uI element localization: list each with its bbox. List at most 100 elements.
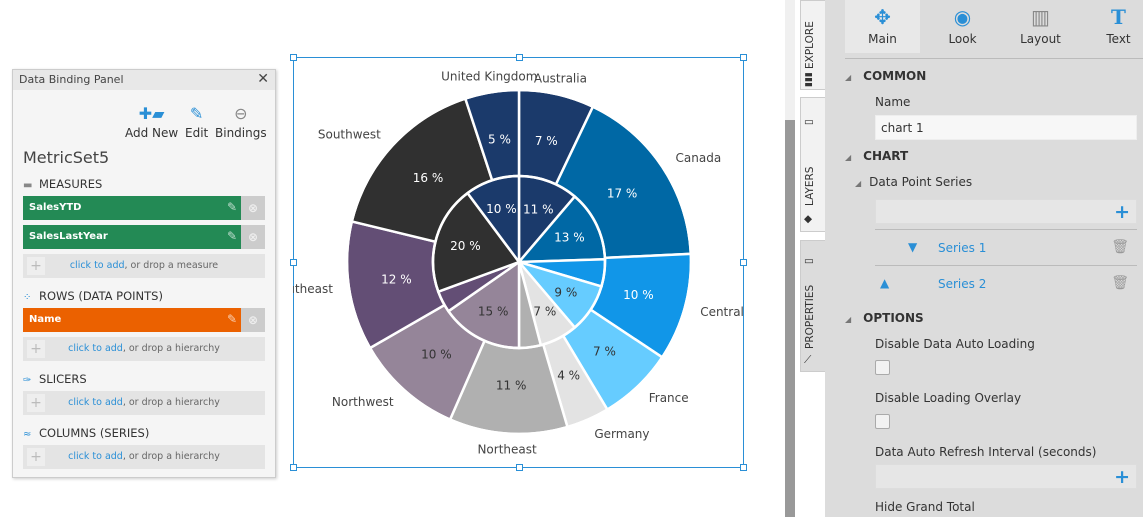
tab-look[interactable]: ◉ Look bbox=[925, 0, 1000, 53]
resize-handle[interactable] bbox=[290, 54, 297, 61]
eye-brush-icon: ◉ bbox=[953, 5, 972, 29]
resize-handle[interactable] bbox=[516, 54, 523, 61]
tab-label: Look bbox=[948, 32, 977, 46]
metricset-name: MetricSet5 bbox=[23, 148, 110, 167]
add-column-dropzone[interactable]: + click to add, or drop a hierarchy bbox=[23, 445, 265, 469]
plus-icon[interactable]: + bbox=[1114, 466, 1130, 488]
disable-loading-overlay-label: Disable Loading Overlay bbox=[875, 391, 1022, 405]
section-options[interactable]: OPTIONS bbox=[845, 311, 924, 325]
add-row-dropzone[interactable]: + click to add, or drop a hierarchy bbox=[23, 337, 265, 361]
move-down-icon[interactable]: ▼ bbox=[908, 240, 918, 254]
tab-label: Text bbox=[1106, 32, 1131, 46]
tab-explore[interactable]: EXPLORE ▮▮▮ bbox=[800, 0, 825, 90]
measure-pill[interactable]: SalesYTD ✎ ⊗ bbox=[23, 196, 265, 220]
pie-chart[interactable]: 7 % Australia 17 % Canada 10 % Central 7 % Fran… bbox=[293, 57, 744, 468]
tab-text[interactable]: T Text bbox=[1081, 0, 1143, 53]
db-icon: ▮▮▮ bbox=[804, 72, 814, 87]
resize-handle[interactable] bbox=[740, 54, 747, 61]
resize-handle[interactable] bbox=[290, 259, 297, 266]
category-label: United Kingdom bbox=[441, 69, 537, 83]
disable-loading-overlay-checkbox[interactable] bbox=[875, 414, 890, 429]
disable-auto-loading-checkbox[interactable] bbox=[875, 360, 890, 375]
category-label: Northwest bbox=[332, 395, 394, 409]
scatter-icon: ⁘ bbox=[23, 292, 32, 303]
ring-outline bbox=[345, 88, 693, 436]
series-2-link[interactable]: Series 2 bbox=[938, 277, 987, 291]
trash-icon[interactable]: 🗑 bbox=[1111, 275, 1129, 291]
panel-icon: ▭ bbox=[804, 255, 814, 267]
close-icon[interactable]: ✕ bbox=[257, 71, 269, 87]
data-label: 15 % bbox=[478, 305, 509, 319]
resize-handle[interactable] bbox=[740, 464, 747, 471]
measures-label: MEASURES bbox=[39, 177, 103, 191]
section-chart[interactable]: CHART bbox=[845, 149, 908, 163]
drop-hint: , or drop a hierarchy bbox=[122, 397, 220, 408]
click-to-add-link[interactable]: click to add bbox=[68, 343, 123, 354]
columns-heading: ≈ COLUMNS (SERIES) bbox=[23, 426, 149, 440]
add-slicer-dropzone[interactable]: + click to add, or drop a hierarchy bbox=[23, 391, 265, 415]
resize-handle[interactable] bbox=[516, 464, 523, 471]
refresh-interval-input[interactable]: + bbox=[875, 464, 1137, 489]
pencil-icon[interactable]: ✎ bbox=[226, 229, 237, 243]
pencil-icon[interactable]: ✎ bbox=[226, 312, 237, 326]
category-label: Canada bbox=[676, 151, 722, 165]
hide-grand-total-label: Hide Grand Total bbox=[875, 500, 975, 514]
remove-icon[interactable]: ⊗ bbox=[241, 196, 265, 220]
click-to-add-link[interactable]: click to add bbox=[69, 260, 125, 271]
ring-outline bbox=[431, 174, 607, 350]
data-label: 10 % bbox=[623, 288, 654, 302]
add-series-bar[interactable]: + bbox=[875, 199, 1137, 224]
plus-icon[interactable]: + bbox=[1114, 201, 1130, 223]
ruler-icon: ▬ bbox=[23, 180, 33, 191]
remove-icon[interactable]: ⊗ bbox=[241, 308, 265, 332]
measure-label: SalesYTD bbox=[29, 202, 82, 213]
remove-icon[interactable]: ⊗ bbox=[241, 225, 265, 249]
plus-icon: + bbox=[27, 257, 45, 275]
tab-properties[interactable]: ▭ PROPERTIES ⟋ bbox=[800, 240, 825, 372]
collapse-icon: ◢ bbox=[855, 179, 862, 188]
add-icon: ✚▰ bbox=[138, 104, 165, 123]
plus-icon: + bbox=[27, 340, 45, 358]
click-to-add-link[interactable]: click to add bbox=[68, 451, 123, 462]
data-label: 12 % bbox=[381, 273, 412, 287]
category-label: Northeast bbox=[477, 443, 537, 457]
trash-icon[interactable]: 🗑 bbox=[1111, 239, 1129, 255]
add-new-button[interactable]: ✚▰ Add New bbox=[125, 104, 178, 140]
edit-button[interactable]: ✎ Edit bbox=[185, 104, 208, 140]
data-label: 9 % bbox=[554, 285, 577, 299]
data-label: 11 % bbox=[496, 379, 527, 393]
puzzle-icon: ✥ bbox=[874, 5, 891, 29]
pencil-icon: ✎ bbox=[189, 104, 204, 123]
resize-handle[interactable] bbox=[290, 464, 297, 471]
tab-main[interactable]: ✥ Main bbox=[845, 0, 920, 53]
pencil-icon[interactable]: ✎ bbox=[226, 200, 237, 214]
section-common[interactable]: COMMON bbox=[845, 69, 926, 83]
rows-heading: ⁘ ROWS (DATA POINTS) bbox=[23, 289, 163, 303]
resize-handle[interactable] bbox=[740, 259, 747, 266]
name-input[interactable]: chart 1 bbox=[875, 115, 1137, 140]
measure-pill[interactable]: SalesLastYear ✎ ⊗ bbox=[23, 225, 265, 249]
data-label: 10 % bbox=[421, 347, 452, 361]
data-label: 20 % bbox=[450, 239, 481, 253]
slicers-label: SLICERS bbox=[39, 372, 87, 386]
tab-layout[interactable]: ▥ Layout bbox=[1003, 0, 1078, 53]
data-label: 17 % bbox=[607, 186, 638, 200]
data-label: 7 % bbox=[533, 305, 556, 319]
add-measure-dropzone[interactable]: + click to add, or drop a measure bbox=[23, 254, 265, 278]
tab-layers-label: LAYERS bbox=[804, 166, 816, 206]
side-tabs: EXPLORE ▮▮▮ ▭ LAYERS ◆ ▭ PROPERTIES ⟋ bbox=[797, 0, 825, 517]
tab-explore-label: EXPLORE bbox=[804, 21, 816, 69]
tab-layers[interactable]: ▭ LAYERS ◆ bbox=[800, 97, 825, 232]
data-point-series-label[interactable]: ◢ Data Point Series bbox=[855, 175, 972, 189]
chart-selection-box[interactable] bbox=[290, 54, 747, 471]
series-1-link[interactable]: Series 1 bbox=[938, 241, 987, 255]
row-pill[interactable]: Name ✎ ⊗ bbox=[23, 308, 265, 332]
bindings-button[interactable]: ⊖ Bindings bbox=[215, 104, 267, 140]
data-point-series-text: Data Point Series bbox=[869, 175, 973, 189]
category-label: Germany bbox=[594, 427, 649, 441]
data-label: 7 % bbox=[535, 134, 558, 148]
move-up-icon[interactable]: ▲ bbox=[880, 276, 890, 290]
scrollbar-thumb[interactable] bbox=[785, 120, 795, 517]
click-to-add-link[interactable]: click to add bbox=[68, 397, 123, 408]
data-binding-panel: Data Binding Panel ✕ ✚▰ Add New ✎ Edit ⊖ Bi… bbox=[12, 69, 276, 478]
